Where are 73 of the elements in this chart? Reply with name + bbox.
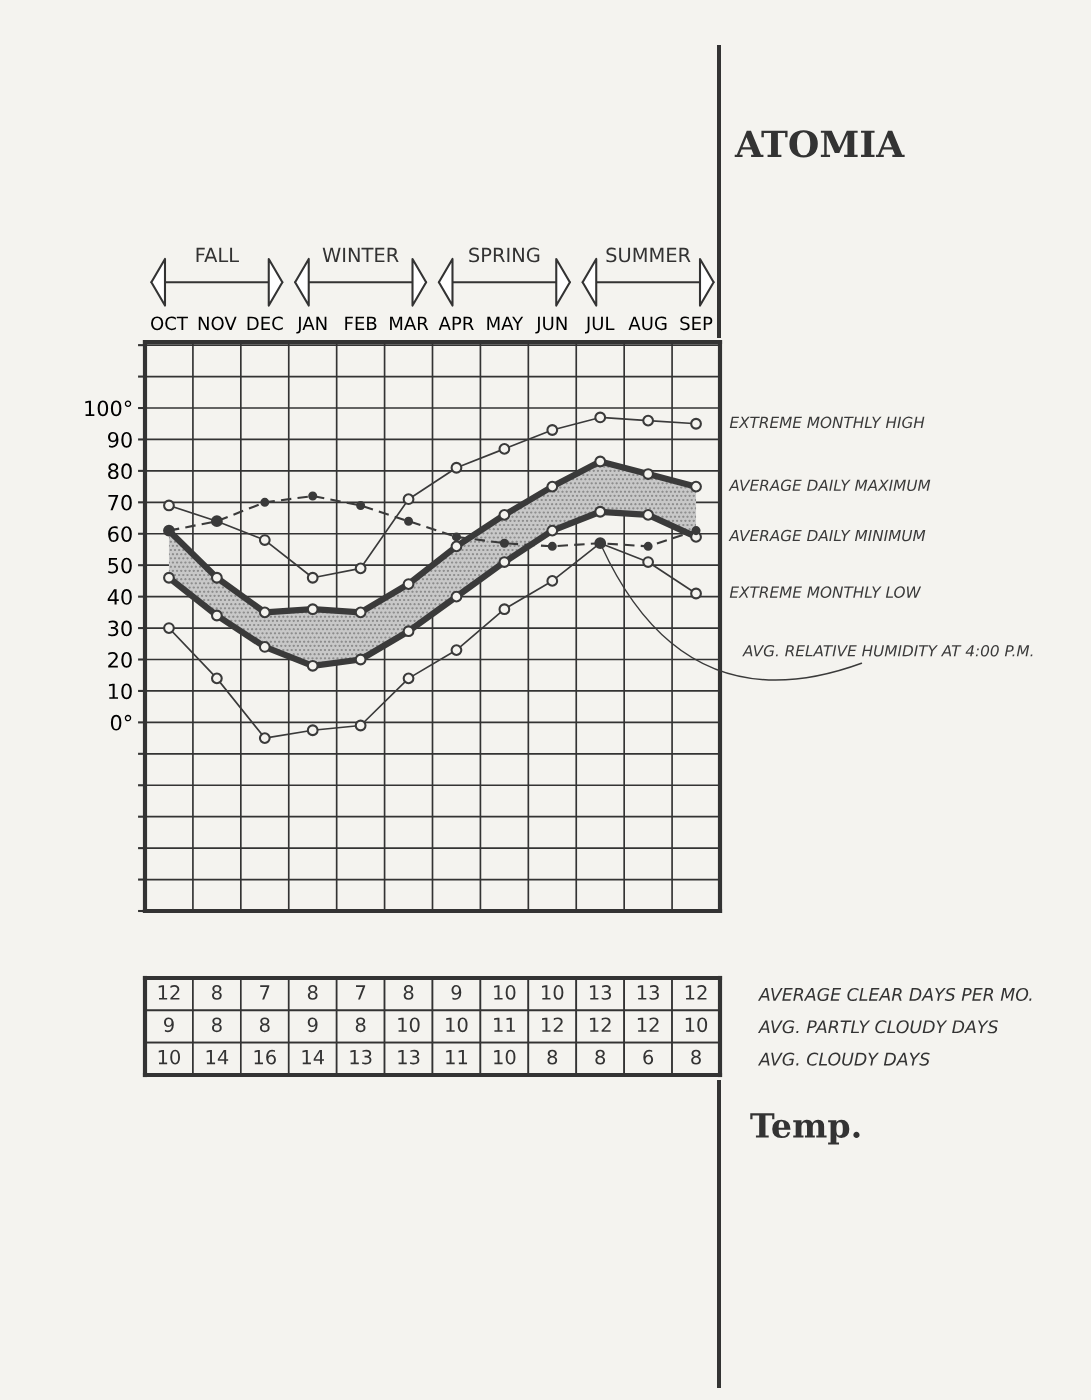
data-label: 12 [542, 1017, 563, 1032]
x-tick-label: NOV [198, 316, 237, 331]
data-label: 8 [691, 1049, 701, 1065]
data-label: 6 [643, 1049, 654, 1065]
y-tick-label: 80 [108, 463, 132, 480]
x-tick-label: AUG [628, 316, 667, 331]
x-tick-label: DEC [247, 316, 283, 331]
data-label: 10 [494, 1049, 516, 1065]
data-label: 11 [446, 1050, 468, 1065]
data-label: 10 [494, 985, 516, 1000]
text: AVG. RELATIVE HUMIDITY AT 4:00 P.M. [742, 644, 1033, 657]
series-label: EXTREME MONTHLY HIGH [729, 416, 925, 429]
data-label: 13 [589, 985, 612, 1000]
y-tick-label: AVERAGE CLEAR DAYS PER MO. [757, 987, 1032, 1002]
y-tick-label: 40 [107, 589, 132, 605]
x-tick-label: OCT [151, 316, 188, 331]
data-label: 10 [158, 1049, 181, 1065]
data-label: 8 [595, 1049, 606, 1065]
data-label: 8 [307, 985, 318, 1000]
y-tick-label: 90 [108, 431, 132, 448]
x-tick-label: APR [438, 316, 474, 330]
text: ATOMIA [734, 130, 905, 158]
data-label: 8 [212, 1017, 222, 1033]
data-label: 8 [212, 985, 222, 1000]
data-label: 9 [164, 1017, 174, 1033]
text: FALL [196, 247, 239, 263]
y-tick-label: 20 [108, 651, 132, 668]
data-label: 16 [254, 1049, 276, 1065]
data-label: 10 [685, 1017, 708, 1033]
data-label: 10 [542, 985, 564, 1000]
y-tick-label: 10 [108, 683, 132, 700]
text: SUMMER [606, 247, 691, 263]
data-label: 12 [637, 1017, 659, 1032]
data-label: 10 [446, 1017, 468, 1033]
x-tick-label: MAY [487, 316, 524, 330]
text: WINTER [322, 247, 399, 263]
data-label: 10 [398, 1017, 420, 1033]
data-label: 14 [206, 1050, 229, 1065]
data-label: 9 [307, 1017, 318, 1033]
series-label: AVERAGE DAILY MAXIMUM [728, 479, 931, 492]
data-label: 12 [589, 1017, 611, 1032]
x-tick-label: JUN [535, 316, 567, 334]
x-tick-label: JAN [296, 316, 327, 334]
y-tick-label: 0° [110, 714, 132, 731]
data-label: 8 [403, 985, 414, 1000]
data-label: 13 [350, 1049, 372, 1065]
x-tick-label: SEP [680, 316, 713, 331]
x-tick-label: JUL [584, 316, 615, 334]
y-tick-label: 60 [108, 526, 132, 542]
data-label: 13 [637, 985, 659, 1000]
y-tick-label: 70 [108, 494, 132, 511]
y-tick-label: 30 [108, 620, 132, 637]
text: Temp. [750, 1113, 860, 1145]
series-label: AVERAGE DAILY MINIMUM [728, 529, 926, 542]
data-label: 8 [259, 1017, 270, 1033]
x-tick-label: MAR [390, 316, 429, 330]
x-tick-label: FEB [345, 316, 377, 330]
data-label: 14 [302, 1050, 324, 1065]
y-tick-label: 100° [85, 400, 132, 417]
data-label: 12 [158, 985, 180, 1000]
data-label: 9 [451, 985, 462, 1000]
data-label: 8 [547, 1049, 558, 1065]
data-label: 13 [398, 1049, 420, 1065]
data-label: 7 [260, 985, 270, 1000]
data-label: 11 [494, 1017, 515, 1032]
y-tick-label: AVG. PARTLY CLOUDY DAYS [757, 1020, 998, 1034]
series-label: EXTREME MONTHLY LOW [729, 586, 922, 598]
y-tick-label: 50 [108, 557, 132, 574]
data-label: 8 [355, 1017, 366, 1033]
y-tick-label: AVG. CLOUDY DAYS [757, 1052, 930, 1066]
text: SPRING [469, 247, 540, 263]
data-label: 7 [356, 985, 366, 1000]
data-label: 12 [685, 985, 707, 1000]
